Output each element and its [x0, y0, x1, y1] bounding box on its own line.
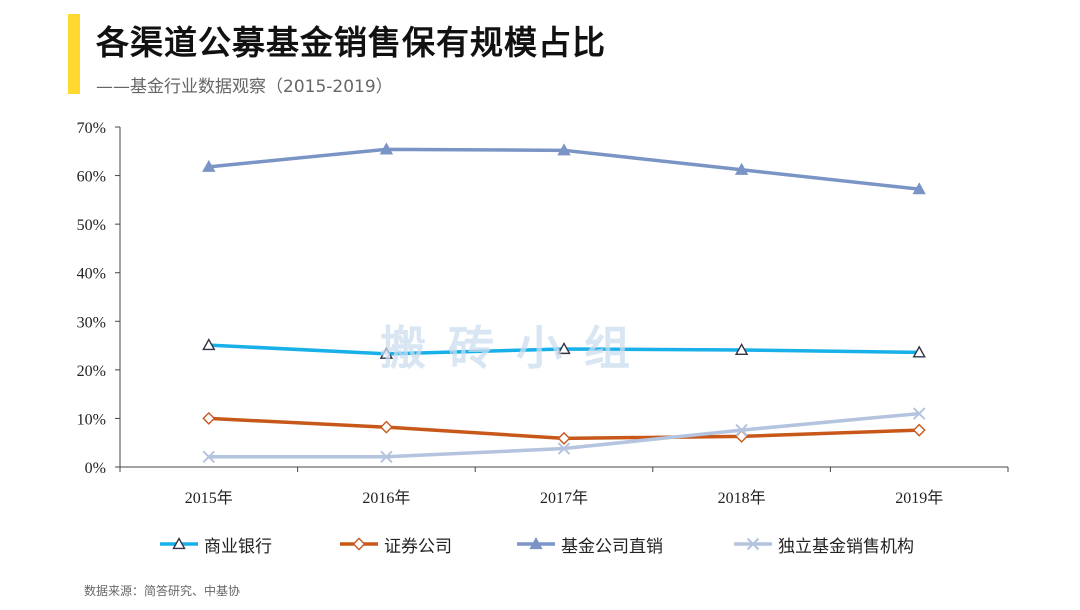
y-tick-label: 20% — [77, 363, 106, 380]
data-point — [912, 407, 926, 420]
legend-marker — [746, 537, 760, 551]
data-point — [912, 345, 926, 358]
data-point — [912, 423, 926, 437]
data-point — [202, 411, 216, 425]
data-point — [379, 142, 394, 155]
data-point — [379, 420, 393, 434]
legend-item: 基金公司直销 — [515, 530, 663, 558]
legend-marker — [172, 537, 186, 550]
legend-marker — [352, 537, 366, 551]
legend-swatch — [517, 537, 555, 550]
x-tick-label: 2016年 — [362, 489, 410, 507]
legend-swatch — [340, 537, 378, 551]
data-point — [557, 431, 571, 445]
x-tick-label: 2015年 — [185, 489, 233, 507]
y-tick-label: 30% — [77, 314, 106, 331]
legend-item: 证券公司 — [338, 530, 452, 558]
data-point — [734, 162, 749, 175]
data-point — [202, 450, 216, 464]
legend-marker — [529, 537, 543, 550]
data-point — [557, 442, 571, 455]
chart-title: 各渠道公募基金销售保有规模占比 — [96, 23, 606, 62]
y-tick-label: 0% — [85, 460, 106, 477]
data-point — [380, 450, 393, 464]
data-source-note: 数据来源：简答研究、中基协 — [84, 584, 241, 598]
x-tick-label: 2017年 — [540, 489, 588, 507]
x-tick-label: 2018年 — [718, 489, 766, 507]
y-tick-label: 10% — [77, 411, 106, 428]
legend-label: 证券公司 — [384, 536, 452, 557]
data-point — [912, 182, 926, 195]
data-point — [202, 159, 216, 172]
legend-label: 基金公司直销 — [561, 536, 663, 557]
data-point — [734, 343, 749, 356]
data-point — [557, 143, 571, 156]
x-tick-label: 2019年 — [895, 489, 943, 507]
title-accent-bar — [68, 14, 80, 94]
y-tick-label: 70% — [77, 120, 106, 137]
legend-item: 独立基金销售机构 — [732, 530, 914, 558]
legend-swatch — [734, 537, 772, 551]
data-point — [202, 338, 216, 351]
y-tick-label: 50% — [77, 217, 106, 234]
y-tick-label: 40% — [77, 266, 106, 283]
chart-legend: 商业银行 证券公司 基金公司直销 独立基金销售机构 — [0, 530, 1080, 558]
legend-swatch — [160, 537, 198, 550]
data-point — [379, 346, 394, 359]
data-point — [735, 423, 748, 437]
series-1 — [202, 411, 926, 445]
y-tick-label: 60% — [77, 169, 106, 186]
data-point — [557, 342, 571, 355]
legend-item: 商业银行 — [158, 530, 272, 558]
legend-label: 商业银行 — [204, 536, 272, 557]
legend-label: 独立基金销售机构 — [778, 536, 914, 557]
series-3 — [202, 407, 926, 464]
chart-subtitle: ——基金行业数据观察（2015-2019） — [96, 77, 393, 97]
series-2 — [202, 142, 926, 195]
series-0 — [202, 338, 926, 359]
